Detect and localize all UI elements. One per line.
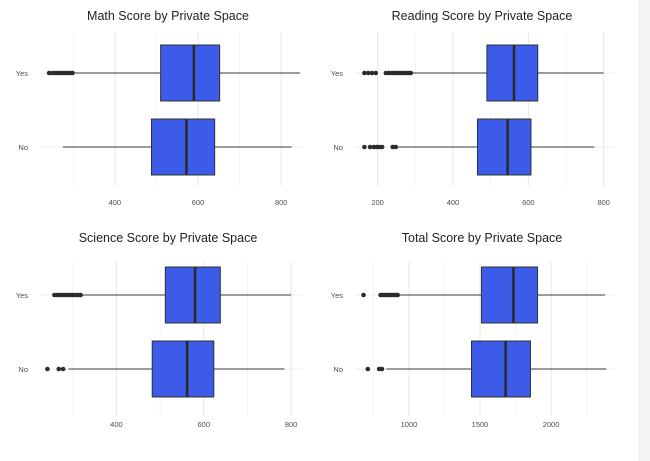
box-iqr (150, 118, 216, 176)
outlier-point (408, 70, 414, 76)
box-iqr (160, 44, 221, 102)
right-edge-strip (638, 0, 650, 461)
chart-panel-science: Science Score by Private Space Yes No 400 60… (0, 230, 325, 461)
y-tick-label: No (18, 143, 28, 152)
x-tick-label: 800 (597, 198, 610, 207)
chart-title: Science Score by Private Space (79, 231, 258, 245)
outlier-point (395, 292, 400, 298)
x-tick-label: 800 (275, 198, 288, 207)
y-tick-label: Yes (331, 291, 343, 300)
y-tick-label: Yes (16, 291, 28, 300)
outlier-point (379, 144, 385, 150)
x-tick-label: 600 (192, 198, 205, 207)
y-tick-label: Yes (16, 69, 28, 78)
outlier-point (369, 70, 375, 76)
outlier-point (78, 292, 83, 298)
chart-svg-science: Science Score by Private Space Yes No 400 60… (16, 231, 302, 429)
outlier-point (70, 70, 75, 76)
y-tick-label: No (18, 365, 28, 374)
chart-svg-math: Math Score by Private Space Yes No 400 600 80… (16, 9, 302, 207)
chart-panel-reading: Reading Score by Private Space Yes No 200 40… (325, 0, 638, 230)
outlier-point (45, 366, 50, 372)
outlier-point (60, 366, 66, 372)
x-tick-label: 400 (109, 198, 122, 207)
outlier-point (365, 70, 371, 76)
box-iqr (471, 340, 531, 398)
outlier-point (56, 366, 62, 372)
box-iqr (151, 340, 215, 398)
x-tick-label: 400 (110, 420, 123, 429)
outlier-point (373, 70, 379, 76)
x-tick-label: 600 (522, 198, 535, 207)
chart-title: Math Score by Private Space (87, 9, 249, 23)
chart-panel-math: Math Score by Private Space Yes No 400 600 80… (0, 0, 325, 230)
outlier-point (365, 366, 371, 372)
outlier-point (361, 292, 366, 298)
outlier-point (362, 70, 367, 76)
box-iqr (480, 266, 539, 324)
chart-title: Total Score by Private Space (402, 231, 563, 245)
x-tick-label: 1500 (472, 420, 489, 429)
chart-svg-reading: Reading Score by Private Space Yes No 200 40… (331, 9, 615, 207)
chart-title: Reading Score by Private Space (392, 9, 573, 23)
y-tick-label: Yes (331, 69, 343, 78)
outlier-point (46, 70, 52, 76)
y-tick-label: No (333, 365, 343, 374)
box-iqr (486, 44, 539, 102)
y-tick-label: No (333, 143, 343, 152)
box-iqr (164, 266, 221, 324)
outlier-point (379, 366, 385, 372)
x-tick-label: 800 (285, 420, 298, 429)
x-tick-label: 200 (371, 198, 384, 207)
x-tick-label: 2000 (543, 420, 560, 429)
outlier-point (393, 144, 398, 150)
x-tick-label: 600 (197, 420, 210, 429)
outlier-point (362, 144, 367, 150)
x-tick-label: 400 (447, 198, 460, 207)
outlier-point (367, 144, 373, 150)
chart-panel-total: Total Score by Private Space Yes No 1000 150… (325, 230, 638, 461)
box-iqr (476, 118, 532, 176)
x-tick-label: 1000 (401, 420, 418, 429)
chart-svg-total: Total Score by Private Space Yes No 1000 150… (331, 231, 615, 429)
